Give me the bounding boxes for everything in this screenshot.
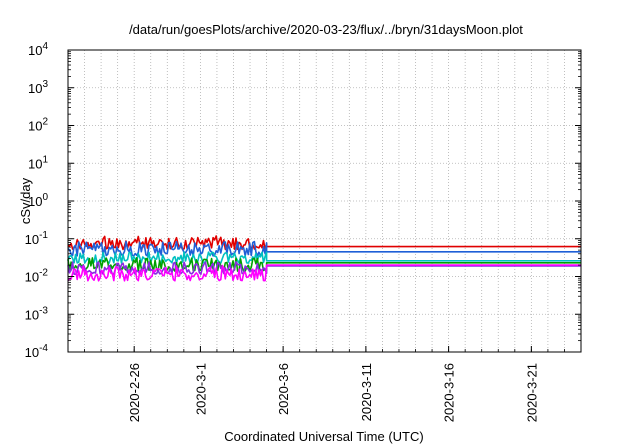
x-tick-label: 2020-3-1 — [193, 363, 208, 415]
y-axis-label: cSv/day — [18, 177, 33, 224]
x-tick-label: 2020-3-6 — [276, 363, 291, 415]
y-tick-label: 10-1 — [25, 230, 49, 247]
y-tick-label: 104 — [28, 41, 48, 58]
x-tick-label: 2020-2-26 — [127, 363, 142, 422]
x-axis-label: Coordinated Universal Time (UTC) — [224, 429, 423, 444]
x-axis: 2020-2-26 2020-3-1 2020-3-6 2020-3-11 2020-3… — [84, 346, 565, 422]
grid — [68, 50, 581, 352]
y-tick-label: 10-2 — [25, 268, 49, 285]
x-tick-label: 2020-3-21 — [524, 363, 539, 422]
y-tick-label: 10-4 — [25, 343, 49, 360]
y-tick-label: 103 — [28, 79, 48, 96]
y-tick-label: 102 — [28, 117, 48, 134]
chart-title: /data/run/goesPlots/archive/2020-03-23/f… — [129, 22, 523, 37]
y-tick-label: 100 — [28, 192, 48, 209]
series-line-5 — [67, 264, 581, 282]
x-tick-label: 2020-3-11 — [359, 363, 374, 421]
y-axis: 10-4 10-3 10-2 10-1 100 101 102 103 104 — [25, 41, 581, 360]
series-line-3 — [67, 256, 581, 272]
y-tick-label: 101 — [28, 154, 48, 171]
series-lines — [67, 235, 581, 282]
x-tick-label: 2020-3-16 — [442, 363, 457, 422]
plot-frame — [67, 49, 582, 353]
y-tick-label: 10-3 — [25, 305, 49, 322]
series-line-1 — [67, 240, 581, 257]
